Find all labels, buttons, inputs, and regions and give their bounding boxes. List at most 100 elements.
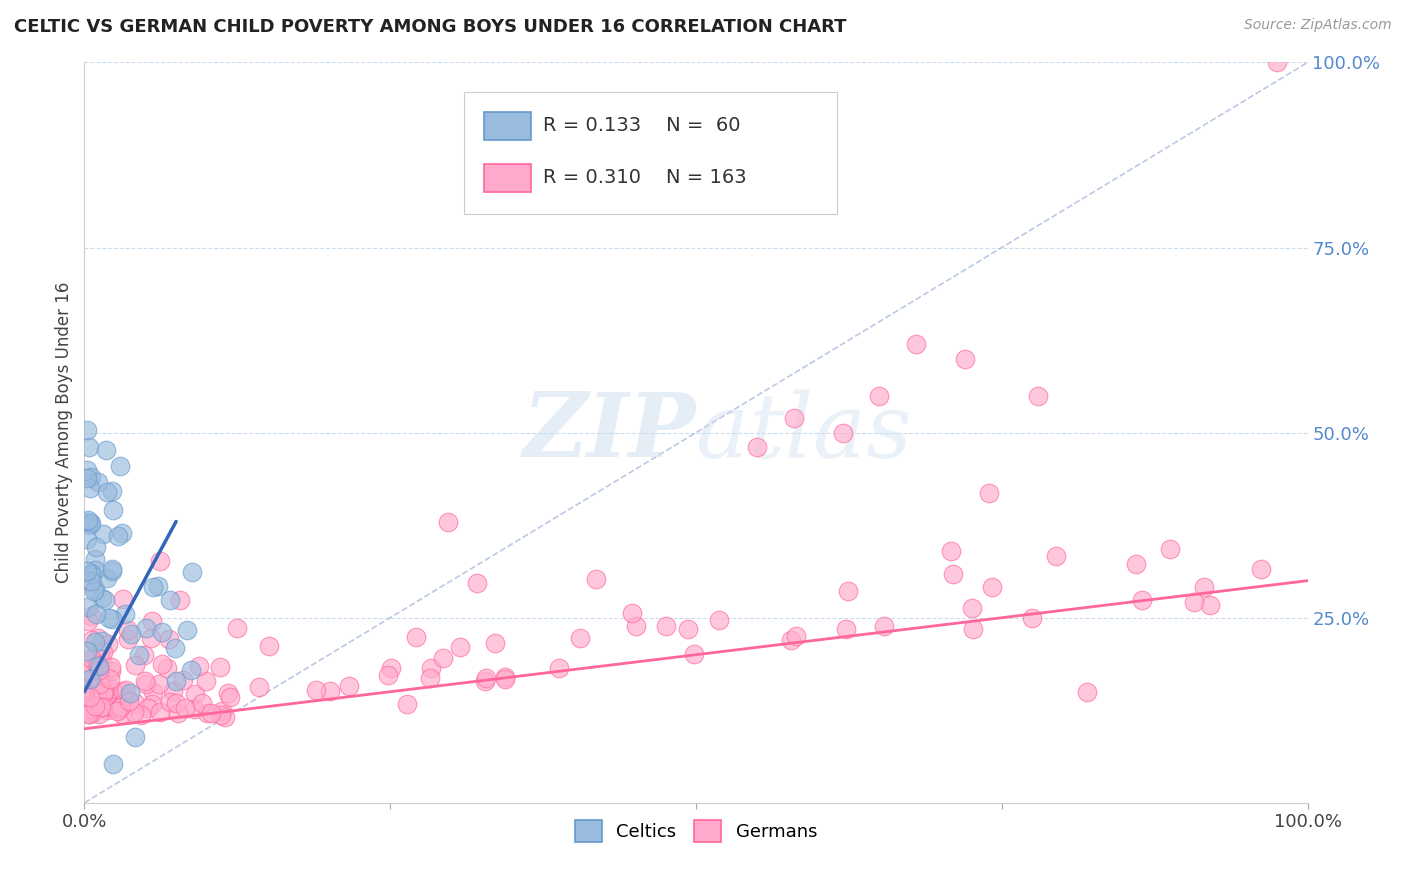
- Point: [1021, 611, 1043, 625]
- Point: [80, 516, 103, 530]
- Point: [465, 576, 488, 591]
- Point: [83, 634, 105, 648]
- Point: [142, 685, 165, 699]
- Point: [103, 699, 125, 714]
- Point: [624, 619, 647, 633]
- Point: [108, 459, 131, 474]
- Point: [98, 696, 121, 710]
- Point: [1028, 388, 1050, 402]
- Point: [136, 700, 159, 714]
- Point: [110, 699, 132, 714]
- Point: [101, 564, 124, 578]
- Point: [76, 471, 98, 485]
- Point: [115, 683, 138, 698]
- Point: [87, 659, 110, 673]
- Point: [108, 700, 131, 714]
- Point: [83, 584, 105, 599]
- Point: [77, 441, 100, 455]
- Point: [77, 671, 100, 685]
- Point: [100, 690, 122, 704]
- Point: [195, 673, 218, 688]
- Point: [79, 481, 101, 495]
- Point: [134, 673, 156, 688]
- Point: [124, 696, 146, 710]
- Point: [780, 632, 803, 647]
- Point: [180, 663, 202, 677]
- Point: [84, 582, 107, 597]
- Point: [1250, 562, 1272, 576]
- Point: [1159, 541, 1181, 556]
- Point: [377, 667, 399, 681]
- Point: [76, 644, 98, 658]
- Point: [118, 686, 141, 700]
- Point: [89, 643, 111, 657]
- Point: [869, 388, 891, 402]
- Point: [82, 575, 104, 590]
- Point: [211, 704, 233, 718]
- Point: [76, 513, 98, 527]
- Point: [124, 658, 146, 673]
- Point: [305, 683, 328, 698]
- Point: [159, 592, 181, 607]
- Point: [149, 554, 172, 568]
- Point: [941, 543, 963, 558]
- Point: [76, 564, 98, 578]
- Point: [96, 571, 118, 585]
- Point: [118, 694, 141, 708]
- Point: [79, 470, 101, 484]
- Point: [79, 690, 101, 705]
- Point: [76, 515, 98, 529]
- Point: [80, 566, 103, 581]
- Text: ZIP: ZIP: [523, 390, 696, 475]
- Text: R = 0.133    N =  60: R = 0.133 N = 60: [543, 116, 741, 135]
- Point: [157, 632, 180, 647]
- Point: [105, 704, 128, 718]
- Point: [80, 574, 103, 588]
- Point: [208, 660, 231, 674]
- Point: [191, 696, 214, 710]
- Point: [135, 677, 157, 691]
- FancyBboxPatch shape: [484, 112, 531, 140]
- Point: [150, 624, 173, 639]
- Point: [953, 351, 976, 366]
- Point: [93, 685, 115, 699]
- Point: [101, 612, 124, 626]
- Y-axis label: Child Poverty Among Boys Under 16: Child Poverty Among Boys Under 16: [55, 282, 73, 583]
- Point: [432, 650, 454, 665]
- Point: [620, 607, 643, 621]
- Point: [112, 690, 135, 705]
- Point: [90, 634, 112, 648]
- Point: [79, 516, 101, 530]
- Point: [166, 706, 188, 720]
- Point: [188, 658, 211, 673]
- Point: [94, 592, 117, 607]
- Point: [91, 591, 114, 606]
- Point: [747, 441, 769, 455]
- Point: [101, 483, 124, 498]
- Point: [960, 600, 983, 615]
- Point: [176, 624, 198, 638]
- Point: [87, 676, 110, 690]
- Point: [97, 610, 120, 624]
- Point: [87, 663, 110, 677]
- Point: [197, 706, 219, 720]
- Point: [91, 645, 114, 659]
- Point: [100, 664, 122, 678]
- Point: [77, 704, 100, 718]
- Point: [676, 622, 699, 636]
- Point: [117, 624, 139, 638]
- Point: [396, 697, 419, 711]
- Point: [101, 681, 124, 696]
- Point: [83, 690, 105, 704]
- Point: [91, 689, 114, 703]
- Point: [100, 659, 122, 673]
- Point: [103, 503, 125, 517]
- Point: [77, 664, 100, 678]
- Point: [141, 697, 163, 711]
- Point: [655, 618, 678, 632]
- Point: [94, 683, 117, 698]
- Point: [247, 680, 270, 694]
- Point: [585, 572, 607, 586]
- Point: [76, 533, 98, 547]
- Point: [86, 607, 108, 621]
